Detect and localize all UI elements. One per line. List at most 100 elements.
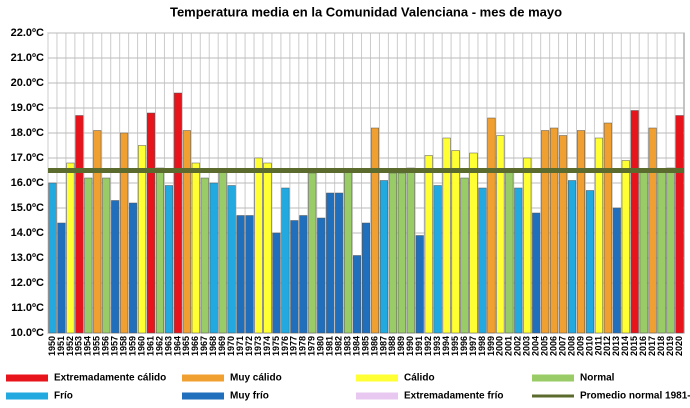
bar [254, 157, 263, 334]
bar [93, 130, 102, 334]
x-tick-label: 1974 [262, 336, 272, 356]
y-tick-label: 22.0ºC [11, 27, 44, 39]
bar [594, 137, 603, 334]
x-tick-label: 1968 [208, 336, 218, 356]
bar [379, 180, 388, 334]
legend-swatch [6, 392, 48, 400]
x-tick-label: 2017 [647, 336, 657, 356]
bar [111, 200, 120, 334]
legend-label: Promedio normal 1981-2010 [580, 391, 690, 402]
chart-title: Temperatura media en la Comunidad Valenc… [170, 4, 562, 19]
x-tick-label: 1951 [56, 336, 66, 356]
bar [559, 135, 568, 334]
x-tick-label: 2011 [593, 336, 603, 356]
x-tick-label: 1991 [414, 336, 424, 356]
x-tick-label: 2003 [522, 336, 532, 356]
bar [173, 92, 182, 334]
x-tick-label: 1990 [405, 336, 415, 356]
bar [612, 207, 621, 334]
x-tick-label: 2013 [611, 336, 621, 356]
bar [120, 132, 129, 334]
legend-label: Frío [54, 391, 73, 402]
y-tick-label: 15.0ºC [11, 202, 44, 214]
bar [182, 130, 191, 334]
bar [326, 192, 335, 334]
x-tick-label: 2005 [540, 336, 550, 356]
x-tick-label: 2009 [575, 336, 585, 356]
bar [487, 117, 496, 334]
bar [576, 130, 585, 334]
x-tick-label: 1956 [101, 336, 111, 356]
y-tick-label: 16.0ºC [11, 177, 44, 189]
bar [164, 185, 173, 334]
x-tick-label: 1994 [441, 336, 451, 356]
bar [75, 115, 84, 334]
y-tick-label: 10.0ºC [11, 327, 44, 339]
bar [639, 170, 648, 334]
bar [290, 220, 299, 334]
x-tick-label: 1984 [351, 336, 361, 356]
bar [478, 187, 487, 334]
x-tick-label: 1977 [289, 336, 299, 356]
x-tick-label: 2020 [674, 336, 684, 356]
y-tick-label: 17.0ºC [11, 152, 44, 164]
x-tick-label: 1967 [199, 336, 209, 356]
x-tick-label: 1996 [459, 336, 469, 356]
x-tick-label: 1955 [92, 336, 102, 356]
bar [397, 172, 406, 334]
x-tick-label: 1975 [271, 336, 281, 356]
legend-label: Extremadamente frío [404, 391, 503, 402]
x-tick-label: 1965 [181, 336, 191, 356]
bar [388, 172, 397, 334]
legend-swatch [356, 392, 398, 400]
bar [361, 222, 371, 334]
x-tick-label: 1988 [387, 336, 397, 356]
x-tick-label: 1969 [217, 336, 227, 356]
x-tick-label: 1952 [65, 336, 75, 356]
x-tick-label: 1983 [342, 336, 352, 356]
x-tick-label: 1999 [486, 336, 496, 356]
bar [469, 152, 478, 334]
x-tick-label: 1973 [253, 336, 263, 356]
bar [191, 162, 200, 334]
bar [57, 222, 66, 334]
bar [236, 215, 245, 334]
bar [603, 122, 612, 334]
legend-swatch [356, 374, 398, 382]
x-tick-label: 1978 [298, 336, 308, 356]
x-tick-label: 1995 [450, 336, 460, 356]
legend-label: Muy cálido [230, 373, 282, 384]
bar [666, 167, 675, 334]
x-tick-label: 2001 [504, 336, 514, 356]
x-tick-label: 1985 [360, 336, 370, 356]
bar [272, 232, 281, 334]
x-tick-label: 2000 [495, 336, 505, 356]
x-tick-label: 1989 [396, 336, 406, 356]
y-tick-label: 20.0ºC [11, 77, 44, 89]
bar [406, 167, 415, 334]
bar [532, 212, 541, 334]
y-tick-label: 12.0ºC [11, 277, 44, 289]
bar [66, 162, 75, 334]
bar [442, 137, 451, 334]
bar [657, 170, 666, 334]
x-tick-label: 2014 [620, 336, 630, 356]
x-tick-label: 2007 [557, 336, 567, 356]
bar [424, 155, 433, 334]
x-tick-label: 1960 [136, 336, 146, 356]
x-tick-label: 1981 [325, 336, 335, 356]
bar [281, 187, 290, 334]
legend-swatch [182, 392, 224, 400]
x-tick-label: 1972 [244, 336, 254, 356]
x-tick-label: 1962 [154, 336, 164, 356]
x-tick-label: 1986 [369, 336, 379, 356]
x-tick-label: 2012 [602, 336, 612, 356]
bar [147, 112, 156, 334]
x-tick-label: 1980 [316, 336, 326, 356]
x-tick-label: 2019 [665, 336, 675, 356]
x-tick-label: 1997 [468, 336, 478, 356]
x-tick-label: 1953 [74, 336, 84, 356]
bar [550, 127, 559, 334]
bar [263, 162, 272, 334]
